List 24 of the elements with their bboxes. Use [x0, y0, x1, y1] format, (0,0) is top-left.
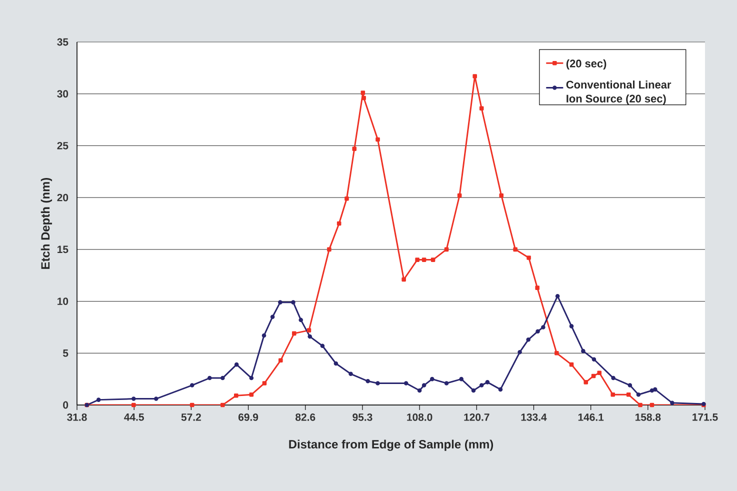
y-tick-label: 20	[57, 194, 68, 202]
y-tick-label: 5	[63, 350, 68, 357]
legend-label: (20 sec)	[566, 59, 606, 70]
y-tick-label: 25	[57, 142, 68, 150]
y-tick-label: 0	[63, 401, 68, 409]
y-tick-label: 30	[57, 90, 68, 98]
y-tick-label: 15	[58, 246, 68, 254]
x-tick-label: 146.1	[578, 414, 604, 421]
y-tick-label: 10	[58, 298, 68, 305]
x-tick-label: 133.4	[521, 414, 547, 421]
legend-label: Conventional Linear Ion Source (20 sec)	[566, 80, 672, 105]
y-tick-label: 35	[57, 38, 68, 46]
x-tick-label: 31.8	[67, 414, 87, 421]
x-tick-label: 44.5	[124, 414, 144, 421]
x-tick-label: 95.3	[352, 414, 372, 421]
x-tick-label: 120.7	[464, 414, 490, 421]
y-axis-title: Etch Depth (nm)	[40, 178, 52, 269]
x-tick-label: 57.2	[181, 414, 201, 421]
x-tick-label: 171.5	[692, 414, 718, 421]
x-tick-label: 69.9	[238, 414, 258, 421]
x-tick-label: 82.6	[296, 414, 316, 421]
x-tick-label: 158.8	[635, 414, 661, 421]
x-tick-label: 108.0	[407, 414, 432, 421]
x-axis-title: Distance from Edge of Sample (mm)	[289, 440, 494, 451]
